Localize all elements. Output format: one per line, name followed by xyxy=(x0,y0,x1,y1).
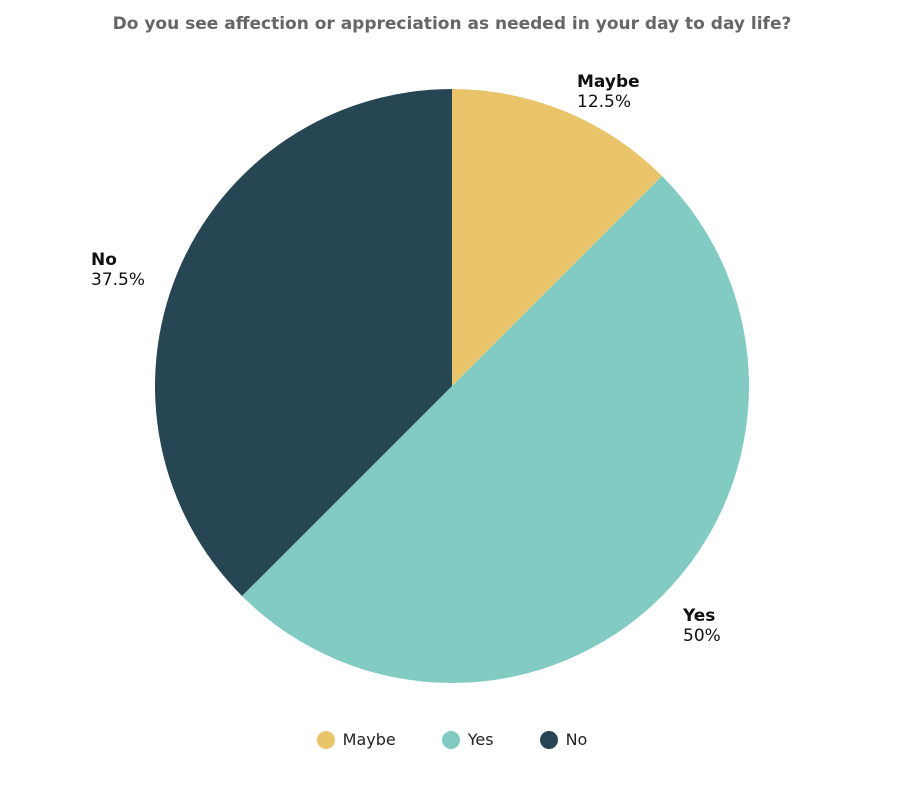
legend-item-yes[interactable]: Yes xyxy=(441,730,494,749)
legend-swatch xyxy=(441,730,460,749)
pie-slice-no xyxy=(154,89,452,597)
legend-item-maybe[interactable]: Maybe xyxy=(316,730,396,749)
pie-slice-yes xyxy=(241,175,749,683)
legend-label: Maybe xyxy=(342,730,396,749)
data-label-name: Yes xyxy=(683,606,716,626)
data-label-name: Maybe xyxy=(577,72,640,92)
data-label-value: 50% xyxy=(683,626,721,646)
data-label-value: 12.5% xyxy=(577,92,632,112)
legend-item-no[interactable]: No xyxy=(539,730,588,749)
chart-title: Do you see affection or appreciation as … xyxy=(112,14,792,34)
legend: Maybe Yes No xyxy=(0,730,904,749)
legend-swatch xyxy=(316,730,335,749)
data-label-no: No 37.5% xyxy=(91,250,145,290)
data-label-name: No xyxy=(91,250,117,270)
data-label-maybe: Maybe 12.5% xyxy=(577,72,640,112)
legend-swatch xyxy=(539,730,558,749)
data-label-value: 37.5% xyxy=(91,270,146,290)
legend-label: Yes xyxy=(467,730,494,749)
pie-slice-maybe xyxy=(452,89,663,386)
data-label-yes: Yes 50% xyxy=(683,606,721,646)
legend-label: No xyxy=(565,730,588,749)
